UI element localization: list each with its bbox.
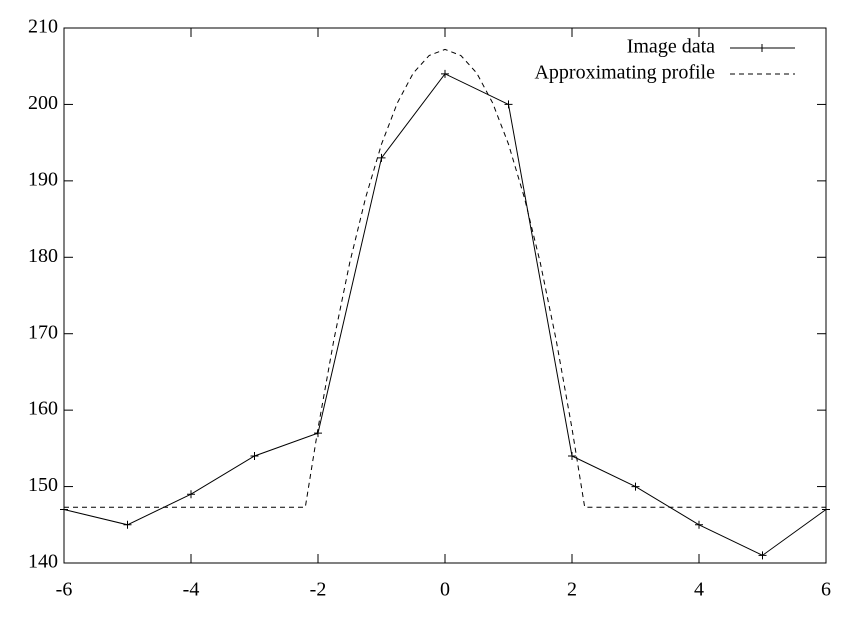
x-tick-label: 4: [694, 579, 704, 601]
data-point: [250, 452, 259, 460]
legend-marker: [758, 44, 766, 52]
data-point: [568, 452, 576, 460]
y-tick-label: 170: [28, 321, 58, 343]
y-tick-label: 140: [28, 551, 58, 573]
x-tick-label: -4: [183, 579, 200, 601]
data-point: [504, 100, 513, 109]
y-tick-label: 150: [28, 474, 58, 496]
data-point: [631, 482, 640, 491]
x-tick-label: 0: [440, 579, 450, 601]
data-point: [758, 551, 767, 560]
data-point: [695, 520, 703, 529]
data-point: [822, 505, 830, 514]
x-tick-label: 2: [567, 579, 577, 601]
x-tick-label: -6: [56, 579, 73, 601]
x-tick-label: -2: [310, 579, 327, 601]
data-point: [377, 153, 386, 162]
y-tick-label: 190: [28, 168, 58, 190]
data-point: [60, 505, 68, 514]
series-line: [63, 73, 827, 556]
data-point: [441, 69, 449, 78]
series-line: [64, 48, 826, 508]
y-tick-label: 160: [28, 398, 58, 420]
y-tick-label: 200: [28, 92, 58, 114]
x-tick-label: 6: [821, 579, 831, 601]
legend-label: Image data: [627, 36, 715, 58]
data-point: [123, 520, 132, 529]
y-tick-label: 210: [28, 16, 58, 38]
data-point: [187, 490, 195, 499]
legend-label: Approximating profile: [534, 62, 715, 84]
y-tick-label: 180: [28, 245, 58, 267]
plot-frame: [63, 27, 827, 564]
